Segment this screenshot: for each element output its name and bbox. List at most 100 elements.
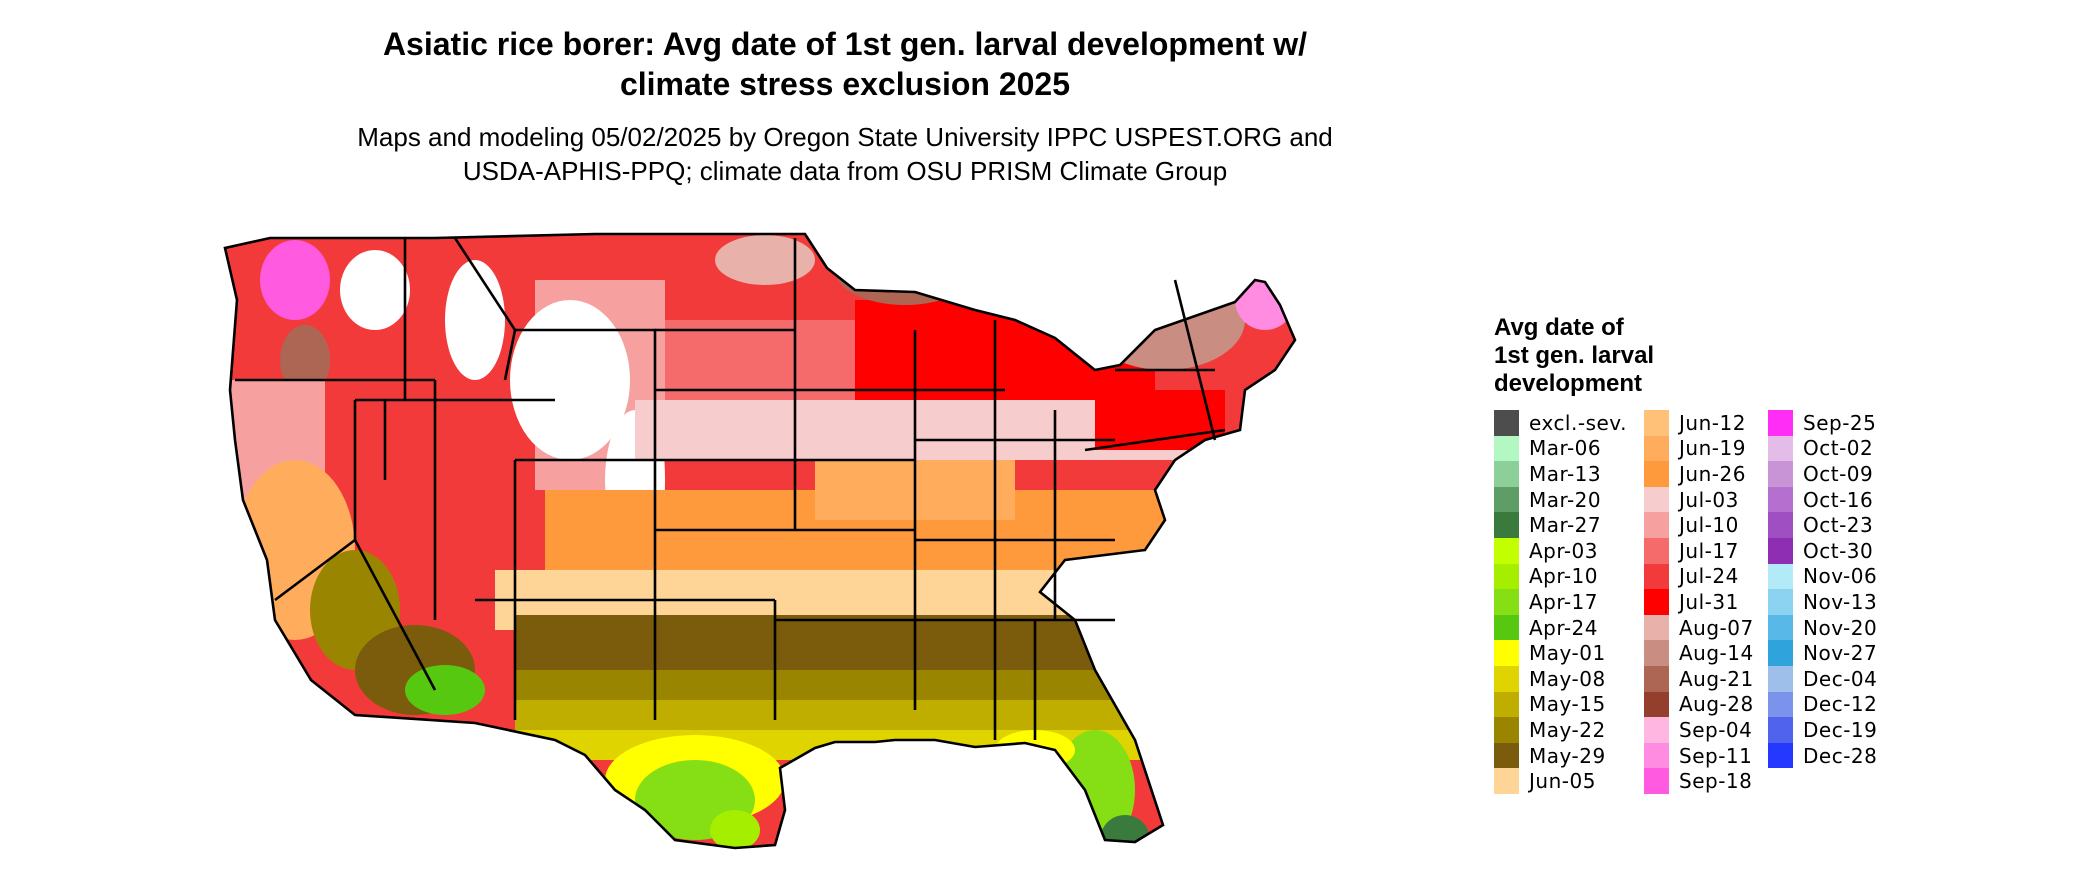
legend-item: Dec-28 [1768,742,1918,769]
legend-item: Jul-31 [1644,589,1768,615]
legend-column: excl.-sev. Mar-06 Mar-13 Mar-20 Mar-27 Apr-03… [1494,410,1644,794]
legend-item: Mar-06 [1494,435,1644,462]
legend-label: Jun-19 [1679,436,1746,461]
legend-swatch [1644,563,1669,590]
legend-item: Oct-02 [1768,435,1918,462]
legend-item: Jun-19 [1644,435,1768,462]
legend-item: Aug-21 [1644,665,1768,692]
legend-label: Jun-12 [1679,410,1746,435]
map-subtitle-line-1: Maps and modeling 05/02/2025 by Oregon S… [357,122,1333,152]
legend-label: Aug-14 [1679,641,1754,666]
map-title-line-1: Asiatic rice borer: Avg date of 1st gen.… [382,26,1308,62]
legend-item: Aug-14 [1644,640,1768,666]
legend-item: Jul-24 [1644,563,1768,590]
legend-swatch [1768,410,1793,436]
legend-label: Jul-10 [1679,513,1739,538]
legend-label: May-29 [1529,743,1606,768]
legend-item: Aug-28 [1644,691,1768,718]
legend-label: Oct-30 [1803,538,1874,563]
legend-item: Oct-09 [1768,461,1918,487]
us-map-graphic [223,232,1297,850]
legend-column: Sep-25 Oct-02 Oct-09 Oct-16 Oct-23 Oct-30 Nov-… [1768,410,1918,794]
legend-swatch [1644,486,1669,513]
legend-label: Aug-21 [1679,666,1754,691]
legend-label: Oct-09 [1803,461,1874,486]
legend: Avg date of 1st gen. larval development … [1494,314,1918,794]
legend-swatch [1644,589,1669,615]
legend-item: Jul-17 [1644,537,1768,564]
legend-swatch [1644,614,1669,641]
legend-swatch [1768,512,1793,538]
legend-label: Jul-17 [1679,538,1739,563]
legend-swatch [1494,537,1519,564]
legend-swatch [1644,435,1669,462]
legend-swatch [1768,691,1793,718]
legend-swatch [1768,614,1793,641]
legend-columns: excl.-sev. Mar-06 Mar-13 Mar-20 Mar-27 Apr-03… [1494,410,1918,794]
legend-swatch [1494,589,1519,615]
legend-swatch [1644,410,1669,436]
legend-label: Jun-05 [1529,769,1596,794]
map-title-line-2: climate stress exclusion 2025 [619,66,1071,102]
legend-label: Aug-07 [1679,615,1754,640]
legend-item: Nov-06 [1768,563,1918,590]
legend-label: Oct-23 [1803,513,1874,538]
legend-label: May-08 [1529,666,1606,691]
legend-swatch [1494,486,1519,513]
legend-item: Apr-10 [1494,563,1644,590]
legend-item: May-08 [1494,665,1644,692]
legend-item: Oct-23 [1768,512,1918,538]
legend-title: Avg date of 1st gen. larval development [1494,314,1918,398]
legend-label: Jul-03 [1679,487,1739,512]
legend-item: May-22 [1494,717,1644,743]
legend-swatch [1494,691,1519,718]
map-title: Asiatic rice borer: Avg date of 1st gen.… [0,24,1690,104]
legend-item: Nov-20 [1768,614,1918,641]
legend-item: Jun-05 [1494,768,1644,794]
legend-swatch [1644,691,1669,718]
legend-swatch [1644,717,1669,743]
map-subtitle: Maps and modeling 05/02/2025 by Oregon S… [0,120,1690,188]
legend-label: Nov-13 [1803,589,1878,614]
legend-item: Dec-04 [1768,665,1918,692]
legend-label: Dec-12 [1803,692,1878,717]
legend-item: excl.-sev. [1494,410,1644,436]
legend-swatch [1494,435,1519,462]
us-map [215,220,1475,890]
legend-item: Nov-27 [1768,640,1918,666]
legend-swatch [1644,742,1669,769]
legend-label: excl.-sev. [1529,410,1627,435]
legend-swatch [1768,640,1793,666]
legend-item: Oct-16 [1768,486,1918,513]
legend-label: Dec-28 [1803,743,1878,768]
legend-swatch [1494,665,1519,692]
legend-item: Jul-03 [1644,486,1768,513]
legend-item: Dec-12 [1768,691,1918,718]
legend-swatch [1644,640,1669,666]
legend-label: May-01 [1529,641,1606,666]
legend-item: May-01 [1494,640,1644,666]
legend-swatch [1494,614,1519,641]
legend-label: Apr-03 [1529,538,1598,563]
legend-title-line-2: 1st gen. larval [1494,342,1655,369]
legend-swatch [1494,410,1519,436]
legend-label: Mar-06 [1529,436,1602,461]
legend-item: Mar-20 [1494,486,1644,513]
legend-swatch [1644,461,1669,487]
legend-label: Oct-16 [1803,487,1874,512]
legend-label: Nov-20 [1803,615,1878,640]
legend-item: Mar-13 [1494,461,1644,487]
legend-label: Mar-20 [1529,487,1602,512]
legend-swatch [1644,512,1669,538]
legend-item: Apr-17 [1494,589,1644,615]
legend-label: Sep-11 [1679,743,1753,768]
legend-label: Oct-02 [1803,436,1874,461]
legend-swatch [1768,486,1793,513]
legend-title-line-1: Avg date of [1494,314,1624,341]
legend-swatch [1644,768,1669,794]
legend-swatch [1494,717,1519,743]
legend-swatch [1494,512,1519,538]
legend-swatch [1768,717,1793,743]
legend-label: May-22 [1529,717,1606,742]
legend-label: Aug-28 [1679,692,1754,717]
